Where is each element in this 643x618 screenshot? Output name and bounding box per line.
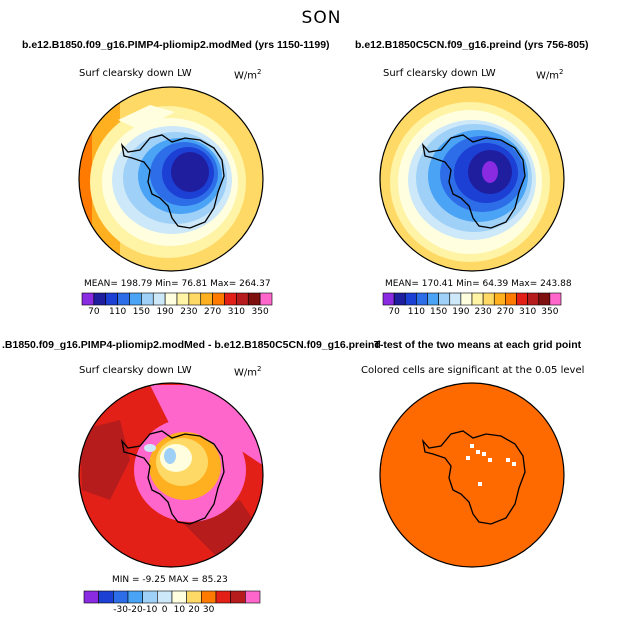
panel1-colorbar-swatch xyxy=(224,292,237,306)
panel3-colorbar-swatch xyxy=(186,590,202,604)
panel3-colorbar-swatch xyxy=(142,590,158,604)
panel3-colorbar-swatch xyxy=(98,590,114,604)
panel3-colorbar-tick-label: 20 xyxy=(188,605,200,615)
panel1-colorbar-swatch xyxy=(259,292,273,306)
panel2-colorbar-tick-label: 190 xyxy=(452,307,470,317)
panel2-units: W/m2 xyxy=(536,68,564,82)
panel1-colorbar-tick-label: 150 xyxy=(132,307,150,317)
panel3-antarctica-outline xyxy=(120,430,225,525)
panel4-map xyxy=(380,383,564,567)
panel2-colorbar-swatch xyxy=(538,292,551,306)
panel1-colorbar-swatch xyxy=(141,292,154,306)
panel1-colorbar-swatch xyxy=(188,292,202,306)
panel2-colorbar-swatch xyxy=(382,292,395,306)
panel2-colorbar-tick-label: 270 xyxy=(496,307,514,317)
panel2-colorbar-swatch xyxy=(493,292,506,306)
panel3-map xyxy=(79,383,263,567)
panel2-colorbar-swatch xyxy=(404,292,417,306)
panel2-colorbar-swatch xyxy=(416,292,428,306)
panel3-colorbar-ticks: -30 -20 -10 0 10 20 30 xyxy=(84,605,260,617)
panel4-title: T-test of the two means at each grid poi… xyxy=(374,339,582,351)
season-title: SON xyxy=(301,8,342,28)
panel2-colorbar-tick-label: 110 xyxy=(407,307,425,317)
panel1-title: b.e12.B1850.f09_g16.PIMP4-pliomip2.modMe… xyxy=(22,39,330,51)
panel1-colorbar-swatch xyxy=(236,292,249,306)
panel3-colorbar-tick-label: 10 xyxy=(173,605,186,615)
panel2-colorbar-swatch xyxy=(393,292,406,306)
panel1-colorbar-tick-label: 190 xyxy=(156,307,174,317)
panel2-colorbar-swatch xyxy=(516,292,528,306)
panel2-colorbar-tick-label: 70 xyxy=(388,307,400,317)
panel2-colorbar-tick-label: 310 xyxy=(519,307,537,317)
panel1-colorbar-swatch xyxy=(200,292,213,306)
panel2-colorbar-swatch xyxy=(527,292,540,306)
panel2-colorbar-swatch xyxy=(482,292,495,306)
panel2-map xyxy=(380,87,564,271)
panel3-variable-label: Surf clearsky down LW xyxy=(79,365,192,376)
panel2-colorbar-swatch xyxy=(505,292,517,306)
panel3-colorbar-swatch xyxy=(113,590,129,604)
panel2-colorbar-ticks: 70 110 150 190 230 270 310 350 xyxy=(383,307,561,319)
panel2-colorbar-swatch xyxy=(460,292,473,306)
panel1-colorbar-swatch xyxy=(81,292,95,306)
panel1-colorbar-swatch xyxy=(176,292,190,306)
panel3-units: W/m2 xyxy=(234,365,262,379)
panel1-colorbar-tick-label: 110 xyxy=(109,307,127,317)
panel3-colorbar-swatch xyxy=(83,590,99,604)
panel2-colorbar xyxy=(382,292,562,306)
panel1-colorbar-swatch xyxy=(129,292,142,306)
panel4-subtitle: Colored cells are significant at the 0.0… xyxy=(361,365,585,376)
panel2-antarctica-outline xyxy=(421,134,526,229)
panel3-colorbar-swatch xyxy=(157,590,173,604)
panel3-colorbar-swatch xyxy=(230,590,246,604)
panel3-colorbar-swatch xyxy=(127,590,143,604)
panel3-colorbar xyxy=(83,590,261,604)
panel2-title: b.e12.B1850C5CN.f09_g16.preind (yrs 756-… xyxy=(355,39,589,51)
panel1-colorbar-swatch xyxy=(247,292,261,306)
panel4-antarctica-outline xyxy=(421,430,526,525)
panel1-colorbar-swatch xyxy=(93,292,107,306)
panel3-title: .B1850.f09_g16.PIMP4-pliomip2.modMed - b… xyxy=(2,339,381,351)
panel3-stats: MIN = -9.25 MAX = 85.23 xyxy=(112,575,228,585)
panel1-variable-label: Surf clearsky down LW xyxy=(79,68,192,79)
panel1-antarctica-outline xyxy=(120,134,225,229)
panel1-colorbar-swatch xyxy=(117,292,130,306)
panel2-variable-label: Surf clearsky down LW xyxy=(383,68,496,79)
panel3-colorbar-swatch xyxy=(201,590,217,604)
panel1-colorbar-swatch xyxy=(164,292,178,306)
panel1-colorbar-tick-label: 230 xyxy=(180,307,198,317)
panel3-colorbar-tick-label: -20 xyxy=(127,605,143,615)
panel1-colorbar xyxy=(81,292,273,306)
panel1-colorbar-swatch xyxy=(105,292,118,306)
panel1-colorbar-tick-label: 270 xyxy=(204,307,222,317)
panel1-colorbar-tick-label: 350 xyxy=(251,307,269,317)
panel1-colorbar-swatch xyxy=(212,292,225,306)
panel2-colorbar-swatch xyxy=(549,292,562,306)
panel3-colorbar-tick-label: 0 xyxy=(161,605,168,615)
panel3-colorbar-swatch xyxy=(215,590,231,604)
panel2-colorbar-swatch xyxy=(449,292,462,306)
panel1-units: W/m2 xyxy=(234,68,262,82)
panel3-colorbar-tick-label: 30 xyxy=(202,605,215,615)
panel2-colorbar-tick-label: 350 xyxy=(541,307,559,317)
panel1-colorbar-tick-label: 70 xyxy=(88,307,100,317)
panel2-stats: MEAN= 170.41 Min= 64.39 Max= 243.88 xyxy=(385,279,572,289)
panel2-colorbar-swatch xyxy=(471,292,484,306)
panel3-colorbar-swatch xyxy=(171,590,187,604)
panel1-stats: MEAN= 198.79 Min= 76.81 Max= 264.37 xyxy=(84,279,271,289)
panel3-colorbar-tick-label: -30 xyxy=(113,605,129,615)
panel3-colorbar-tick-label: -10 xyxy=(142,605,158,615)
panel2-colorbar-tick-label: 150 xyxy=(430,307,448,317)
panel3-colorbar-swatch xyxy=(245,590,261,604)
panel1-colorbar-tick-label: 310 xyxy=(227,307,245,317)
panel2-colorbar-swatch xyxy=(427,292,439,306)
panel1-colorbar-ticks: 70 110 150 190 230 270 310 350 xyxy=(82,307,272,319)
panel2-colorbar-swatch xyxy=(438,292,451,306)
panel1-colorbar-swatch xyxy=(152,292,166,306)
panel2-colorbar-tick-label: 230 xyxy=(474,307,492,317)
